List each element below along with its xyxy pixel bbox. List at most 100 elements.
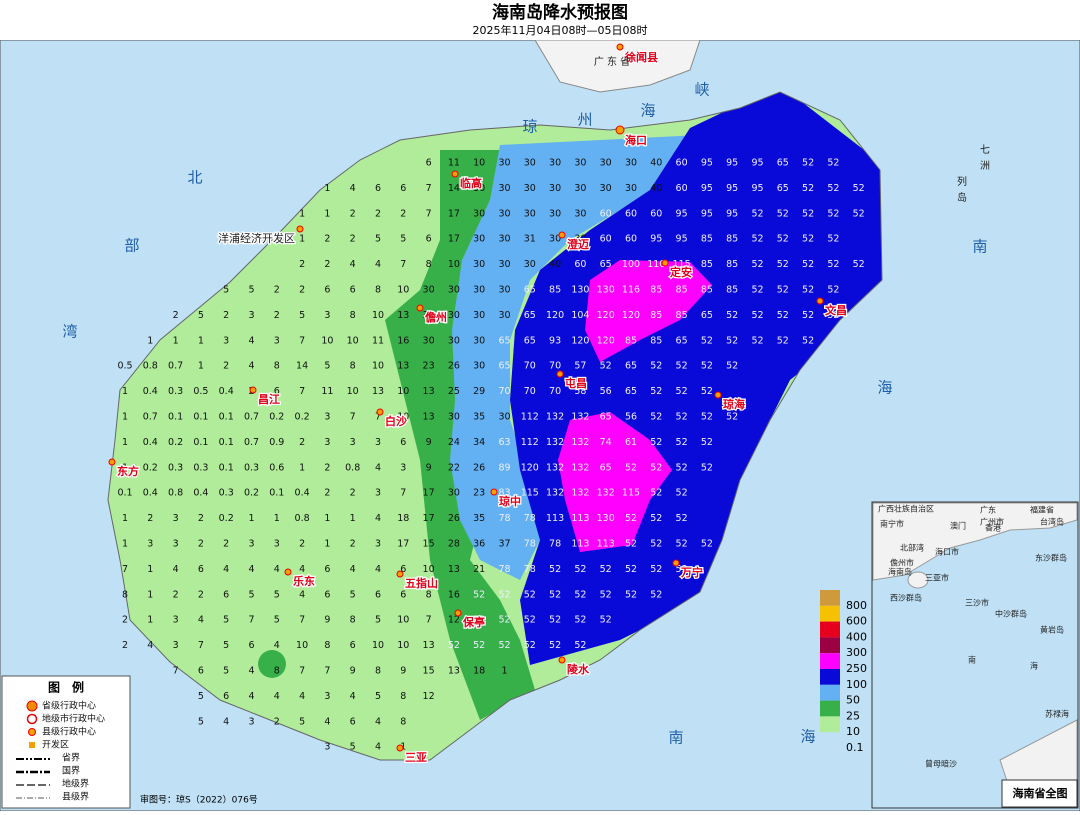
grid-value: 2 bbox=[223, 361, 229, 372]
inset-label: 儋州市 bbox=[890, 558, 914, 568]
grid-value: 0.5 bbox=[193, 386, 208, 397]
grid-value: 10 bbox=[347, 335, 359, 346]
grid-value: 40 bbox=[549, 259, 561, 270]
grid-value: 52 bbox=[650, 462, 662, 473]
inset-map: 海南省全图 bbox=[871, 501, 1079, 809]
grid-value: 30 bbox=[473, 208, 485, 219]
grid-value: 2 bbox=[198, 513, 204, 524]
grid-value: 78 bbox=[498, 564, 510, 575]
grid-value: 9 bbox=[426, 437, 432, 448]
grid-value: 6 bbox=[375, 183, 381, 194]
grid-value: 0.4 bbox=[143, 488, 158, 499]
grid-value: 65 bbox=[600, 412, 612, 423]
grid-value: 21 bbox=[473, 564, 485, 575]
city-marker bbox=[454, 609, 462, 617]
grid-value: 8 bbox=[375, 285, 381, 296]
grid-value: 1 bbox=[299, 462, 305, 473]
grid-value: 52 bbox=[751, 208, 763, 219]
grid-value: 30 bbox=[448, 310, 460, 321]
grid-value: 2 bbox=[350, 208, 356, 219]
grid-value: 60 bbox=[600, 208, 612, 219]
inset-label: 苏禄海 bbox=[1045, 709, 1069, 719]
grid-value: 30 bbox=[549, 183, 561, 194]
grid-value: 95 bbox=[726, 208, 738, 219]
grid-value: 52 bbox=[625, 462, 637, 473]
grid-value: 7 bbox=[400, 259, 406, 270]
scale-label: 600 bbox=[846, 615, 867, 628]
grid-value: 52 bbox=[650, 361, 662, 372]
grid-value: 52 bbox=[650, 513, 662, 524]
city-name: 洋浦经济开发区 bbox=[218, 231, 295, 245]
grid-value: 31 bbox=[524, 234, 536, 245]
inset-label: 广州市 bbox=[980, 517, 1004, 527]
grid-value: 0.2 bbox=[219, 513, 234, 524]
grid-value: 70 bbox=[524, 386, 536, 397]
grid-value: 23 bbox=[473, 488, 485, 499]
grid-value: 52 bbox=[751, 234, 763, 245]
grid-value: 57 bbox=[574, 361, 586, 372]
grid-value: 63 bbox=[498, 437, 510, 448]
grid-value: 85 bbox=[726, 259, 738, 270]
grid-value: 52 bbox=[524, 640, 536, 651]
grid-value: 30 bbox=[473, 234, 485, 245]
inset-label: 香港 bbox=[985, 523, 1001, 533]
inset-label: 东沙群岛 bbox=[1035, 553, 1067, 563]
grid-value: 30 bbox=[423, 335, 435, 346]
grid-value: 8 bbox=[122, 589, 128, 600]
grid-value: 3 bbox=[274, 539, 280, 550]
grid-value: 11 bbox=[448, 158, 460, 169]
grid-value: 30 bbox=[473, 310, 485, 321]
grid-value: 1 bbox=[173, 335, 179, 346]
grid-value: 78 bbox=[549, 539, 561, 550]
grid-value: 10 bbox=[372, 361, 384, 372]
grid-value: 8 bbox=[426, 259, 432, 270]
grid-value: 52 bbox=[802, 208, 814, 219]
grid-value: 35 bbox=[473, 513, 485, 524]
grid-value: 113 bbox=[597, 539, 615, 550]
grid-value: 85 bbox=[676, 310, 688, 321]
grid-value: 52 bbox=[676, 513, 688, 524]
grid-value: 52 bbox=[676, 437, 688, 448]
grid-value: 52 bbox=[498, 615, 510, 626]
city-marker bbox=[490, 488, 498, 496]
inset-label: 曾母暗沙 bbox=[925, 759, 957, 769]
grid-value: 132 bbox=[571, 488, 589, 499]
grid-value: 13 bbox=[397, 361, 409, 372]
grid-value: 22 bbox=[448, 462, 460, 473]
grid-value: 5 bbox=[223, 615, 229, 626]
grid-value: 52 bbox=[574, 564, 586, 575]
city-marker bbox=[396, 744, 404, 752]
grid-value: 52 bbox=[549, 564, 561, 575]
grid-value: 1 bbox=[501, 666, 507, 677]
grid-value: 0.1 bbox=[219, 462, 234, 473]
grid-value: 6 bbox=[400, 564, 406, 575]
grid-value: 13 bbox=[372, 386, 384, 397]
grid-value: 5 bbox=[274, 589, 280, 600]
grid-value: 30 bbox=[574, 183, 586, 194]
grid-value: 0.3 bbox=[193, 462, 208, 473]
sea-name: 海 bbox=[800, 728, 815, 746]
grid-value: 4 bbox=[274, 640, 280, 651]
city-name: 五指山 bbox=[405, 576, 438, 590]
grid-value: 52 bbox=[751, 310, 763, 321]
grid-value: 4 bbox=[299, 691, 305, 702]
grid-value: 3 bbox=[324, 437, 330, 448]
grid-value: 52 bbox=[802, 183, 814, 194]
grid-value: 5 bbox=[350, 742, 356, 753]
grid-value: 3 bbox=[173, 539, 179, 550]
grid-value: 3 bbox=[223, 335, 229, 346]
grid-value: 52 bbox=[676, 462, 688, 473]
grid-value: 2 bbox=[274, 716, 280, 727]
grid-value: 0.2 bbox=[244, 488, 259, 499]
grid-value: 13 bbox=[423, 386, 435, 397]
grid-value: 65 bbox=[498, 361, 510, 372]
grid-value: 52 bbox=[650, 437, 662, 448]
grid-value: 4 bbox=[375, 513, 381, 524]
grid-value: 70 bbox=[498, 386, 510, 397]
grid-value: 0.7 bbox=[143, 412, 158, 423]
place-name: 广 东 省 bbox=[594, 55, 630, 68]
zone-magenta bbox=[558, 412, 672, 552]
grid-value: 1 bbox=[324, 208, 330, 219]
grid-value: 26 bbox=[448, 361, 460, 372]
grid-value: 1 bbox=[324, 539, 330, 550]
